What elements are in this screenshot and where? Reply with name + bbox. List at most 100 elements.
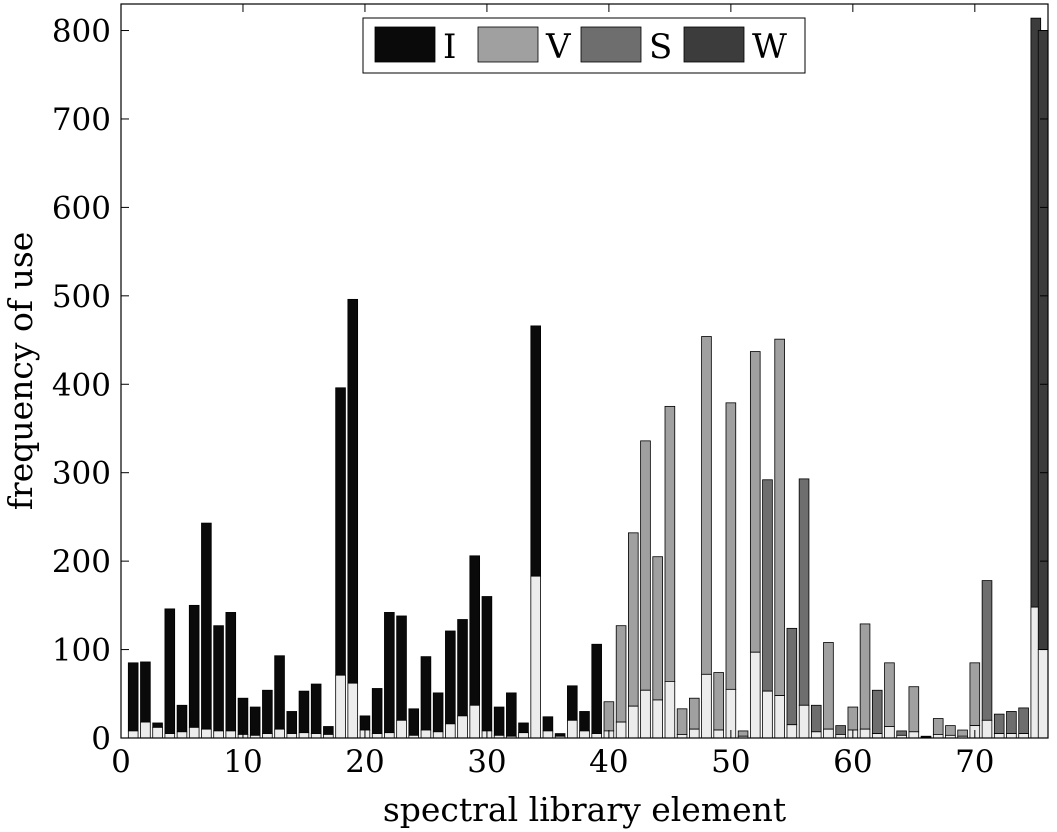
bar-35	[542, 716, 554, 739]
bar-segment-V	[945, 725, 956, 736]
bar-15	[298, 690, 310, 739]
bar-segment-I	[384, 612, 395, 734]
bar-11	[249, 706, 261, 739]
bar-26	[432, 692, 444, 739]
bar-61	[859, 623, 871, 739]
bar-segment-V	[628, 532, 639, 707]
bar-segment-I	[518, 722, 529, 734]
bar-segment-I	[176, 704, 188, 733]
bar-69	[957, 729, 968, 739]
bar-67	[932, 718, 944, 739]
bar-segment-base	[579, 730, 590, 739]
bar-25	[420, 656, 432, 739]
bar-17	[323, 726, 334, 739]
bar-segment-base	[884, 726, 895, 739]
bar-segment-I	[396, 615, 407, 721]
bar-segment-base	[518, 732, 529, 739]
bar-segment-S	[981, 580, 993, 721]
bar-29	[469, 555, 481, 739]
bar-14	[286, 711, 298, 739]
bar-segment-base	[786, 724, 798, 739]
legend-label: V	[545, 27, 572, 67]
bar-segment-base	[640, 689, 651, 739]
bar-segment-base	[298, 732, 310, 739]
x-tick-label: 30	[467, 744, 506, 780]
bar-39	[591, 643, 602, 739]
bar-segment-base	[628, 705, 639, 739]
bar-segment-V	[664, 405, 676, 682]
bar-segment-I	[432, 692, 444, 733]
x-tick-label: 40	[589, 744, 628, 780]
bar-segment-V	[713, 672, 724, 731]
bar-segment-base	[384, 732, 395, 739]
bar-segment-base	[1018, 733, 1029, 739]
bar-segment-base	[713, 729, 724, 739]
bar-segment-base	[530, 575, 541, 739]
bar-segment-V	[701, 336, 712, 675]
bar-segment-base	[652, 699, 663, 739]
bar-segment-base	[749, 651, 761, 739]
bar-segment-V	[676, 708, 688, 735]
bar-segment-base	[335, 674, 346, 739]
bar-50	[725, 402, 737, 739]
bar-segment-base	[993, 733, 1005, 739]
bar-segment-I	[213, 625, 224, 732]
bar-4	[164, 608, 176, 739]
bar-56	[798, 478, 810, 739]
bar-segment-V	[969, 662, 981, 727]
bar-segment-I	[591, 643, 602, 734]
x-axis-label: spectral library element	[383, 790, 786, 829]
bar-segment-base	[774, 695, 785, 739]
bar-segment-base	[762, 690, 773, 739]
bar-segment-base	[176, 731, 188, 739]
bar-segment-V	[749, 351, 761, 653]
bar-71	[981, 580, 993, 739]
bar-42	[628, 532, 639, 739]
bar-segment-I	[249, 706, 261, 736]
legend-entry-S: S	[580, 26, 672, 67]
y-tick-label: 700	[52, 102, 111, 138]
bar-segment-base	[274, 728, 285, 739]
bar-segment-base	[701, 673, 712, 739]
bar-segment-base	[225, 730, 237, 739]
bar-segment-base	[591, 733, 602, 739]
bar-62	[871, 689, 883, 739]
bar-segment-V	[725, 402, 737, 690]
bar-segment-base	[127, 730, 139, 739]
bar-segment-base	[469, 704, 481, 739]
bar-segment-V	[957, 729, 968, 737]
bar-segment-base	[310, 733, 322, 739]
bar-53	[762, 479, 773, 739]
bar-segment-I	[310, 683, 322, 734]
bar-segment-I	[152, 722, 163, 728]
bar-41	[615, 625, 627, 739]
bar-segment-I	[408, 708, 420, 736]
bar-segment-I	[286, 711, 298, 734]
bar-segment-V	[688, 697, 700, 730]
bar-segment-base	[262, 733, 273, 739]
x-tick-label: 60	[833, 744, 872, 780]
bar-44	[652, 556, 663, 739]
bar-16	[310, 683, 322, 739]
bar-58	[823, 642, 834, 739]
bar-segment-I	[225, 612, 237, 732]
bar-28	[457, 619, 468, 739]
bars-layer	[127, 17, 1049, 739]
bar-57	[810, 704, 822, 739]
bar-segment-base	[542, 730, 554, 739]
bar-segment-I	[188, 604, 200, 728]
bar-52	[749, 351, 761, 739]
bar-31	[493, 706, 505, 739]
bar-33	[518, 722, 529, 739]
bar-21	[371, 688, 383, 739]
bar-8	[213, 625, 224, 739]
bar-segment-I	[530, 325, 541, 577]
bar-70	[969, 662, 981, 739]
bar-23	[396, 615, 407, 739]
bar-segment-V	[859, 623, 871, 730]
bar-34	[530, 325, 541, 739]
x-tick-label: 20	[345, 744, 384, 780]
bar-46	[676, 708, 688, 739]
bar-segment-base	[445, 723, 456, 739]
